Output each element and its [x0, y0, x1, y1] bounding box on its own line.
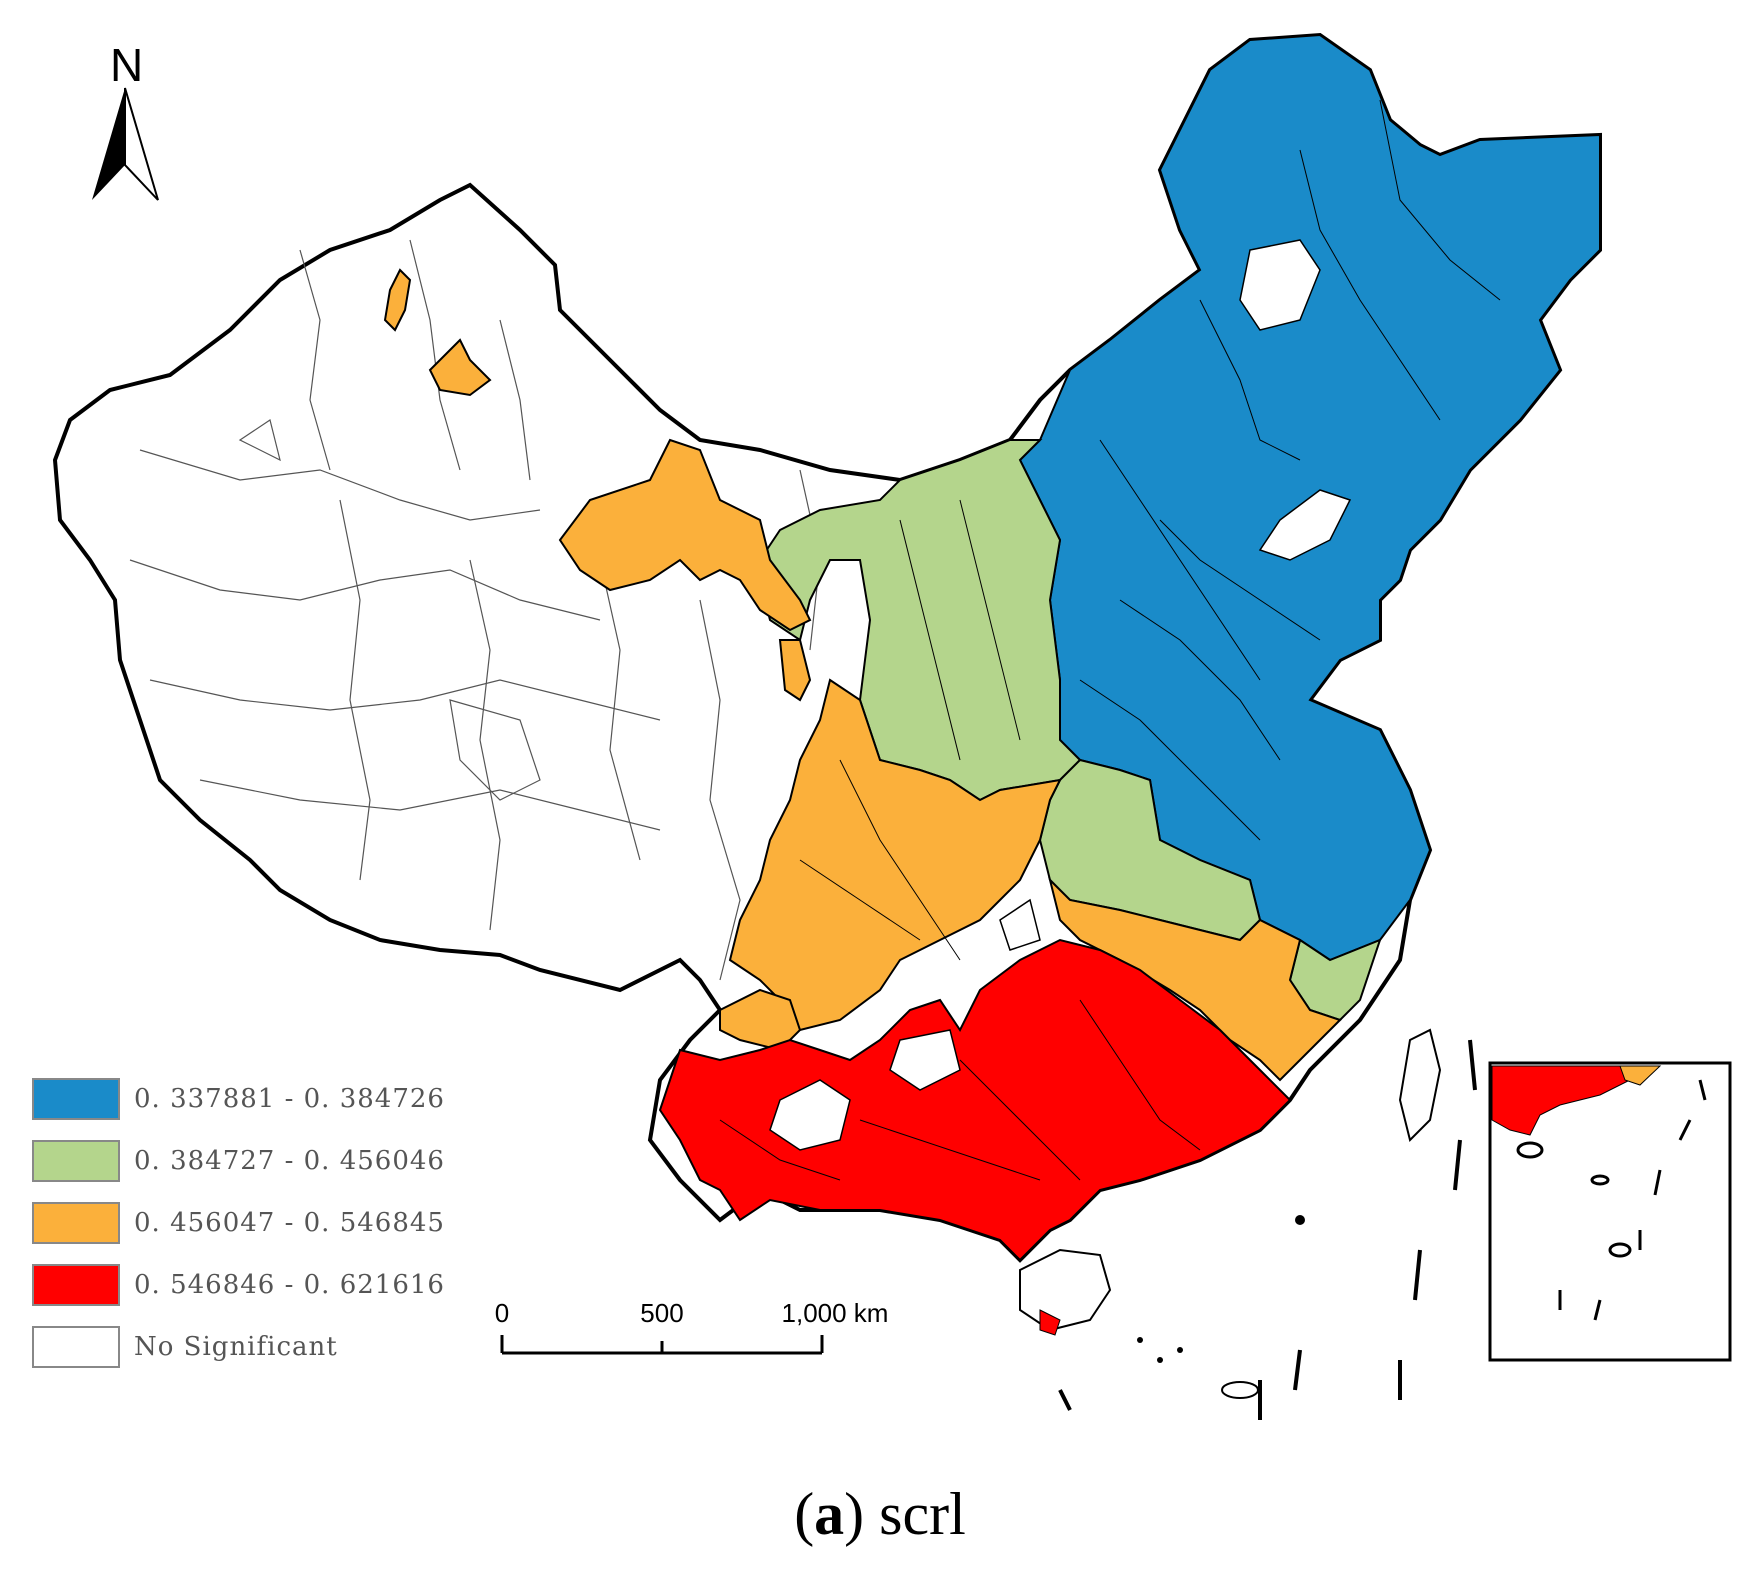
figure-caption: (a) scrl [794, 1481, 966, 1547]
region-orange-central [728, 678, 1062, 1032]
scale-label-1000: 1,000 km [781, 1298, 889, 1328]
bohai-sea [1258, 489, 1352, 561]
scale-label-500: 500 [640, 1298, 684, 1328]
hole-yunnan [769, 1079, 851, 1151]
prefecture-lines [719, 99, 1501, 1181]
region-orange-xinjiang-b [428, 338, 492, 397]
taiwan-island [1398, 1028, 1442, 1142]
region-orange-xinjiang-a [383, 268, 412, 332]
legend-label: 0. 384727 - 0. 456046 [134, 1146, 445, 1176]
legend-item: 0. 546846 - 0. 621616 [32, 1254, 445, 1316]
hole-hunan [999, 898, 1041, 951]
north-label: N [110, 39, 144, 91]
scale-label-0: 0 [494, 1298, 510, 1328]
legend-swatch [32, 1264, 120, 1306]
region-red [658, 938, 1292, 1262]
legend-swatch [32, 1202, 120, 1244]
caption-text: scrl [879, 1481, 966, 1547]
inset-islands [1516, 1079, 1707, 1321]
legend-swatch [32, 1078, 120, 1120]
hainan-island [1019, 1248, 1112, 1332]
region-orange-northwest [558, 438, 812, 632]
legend-label: 0. 456047 - 0. 546845 [134, 1208, 445, 1238]
hainan-red-tip [1039, 1309, 1061, 1336]
legend-label: No Significant [134, 1332, 338, 1362]
legend-label: 0. 546846 - 0. 621616 [134, 1270, 445, 1300]
south-sea-dashes [1058, 1039, 1477, 1420]
legend-label: 0. 337881 - 0. 384726 [134, 1084, 445, 1114]
caption-letter: a [814, 1481, 845, 1547]
small-islands [1137, 1215, 1305, 1399]
map-legend: 0. 337881 - 0. 384726 0. 384727 - 0. 4560… [32, 1068, 445, 1378]
legend-swatch [32, 1326, 120, 1368]
north-arrow-icon [92, 87, 159, 201]
legend-swatch [32, 1140, 120, 1182]
legend-item: 0. 337881 - 0. 384726 [32, 1068, 445, 1130]
region-orange-strip [778, 639, 812, 702]
legend-item: 0. 456047 - 0. 546845 [32, 1192, 445, 1254]
inset-orange-coast [1619, 1065, 1662, 1086]
legend-item: No Significant [32, 1316, 445, 1378]
scale-bar [500, 1335, 824, 1355]
inner-gap-ne [1239, 239, 1321, 331]
hole-guizhou [889, 1029, 961, 1091]
legend-item: 0. 384727 - 0. 456046 [32, 1130, 445, 1192]
